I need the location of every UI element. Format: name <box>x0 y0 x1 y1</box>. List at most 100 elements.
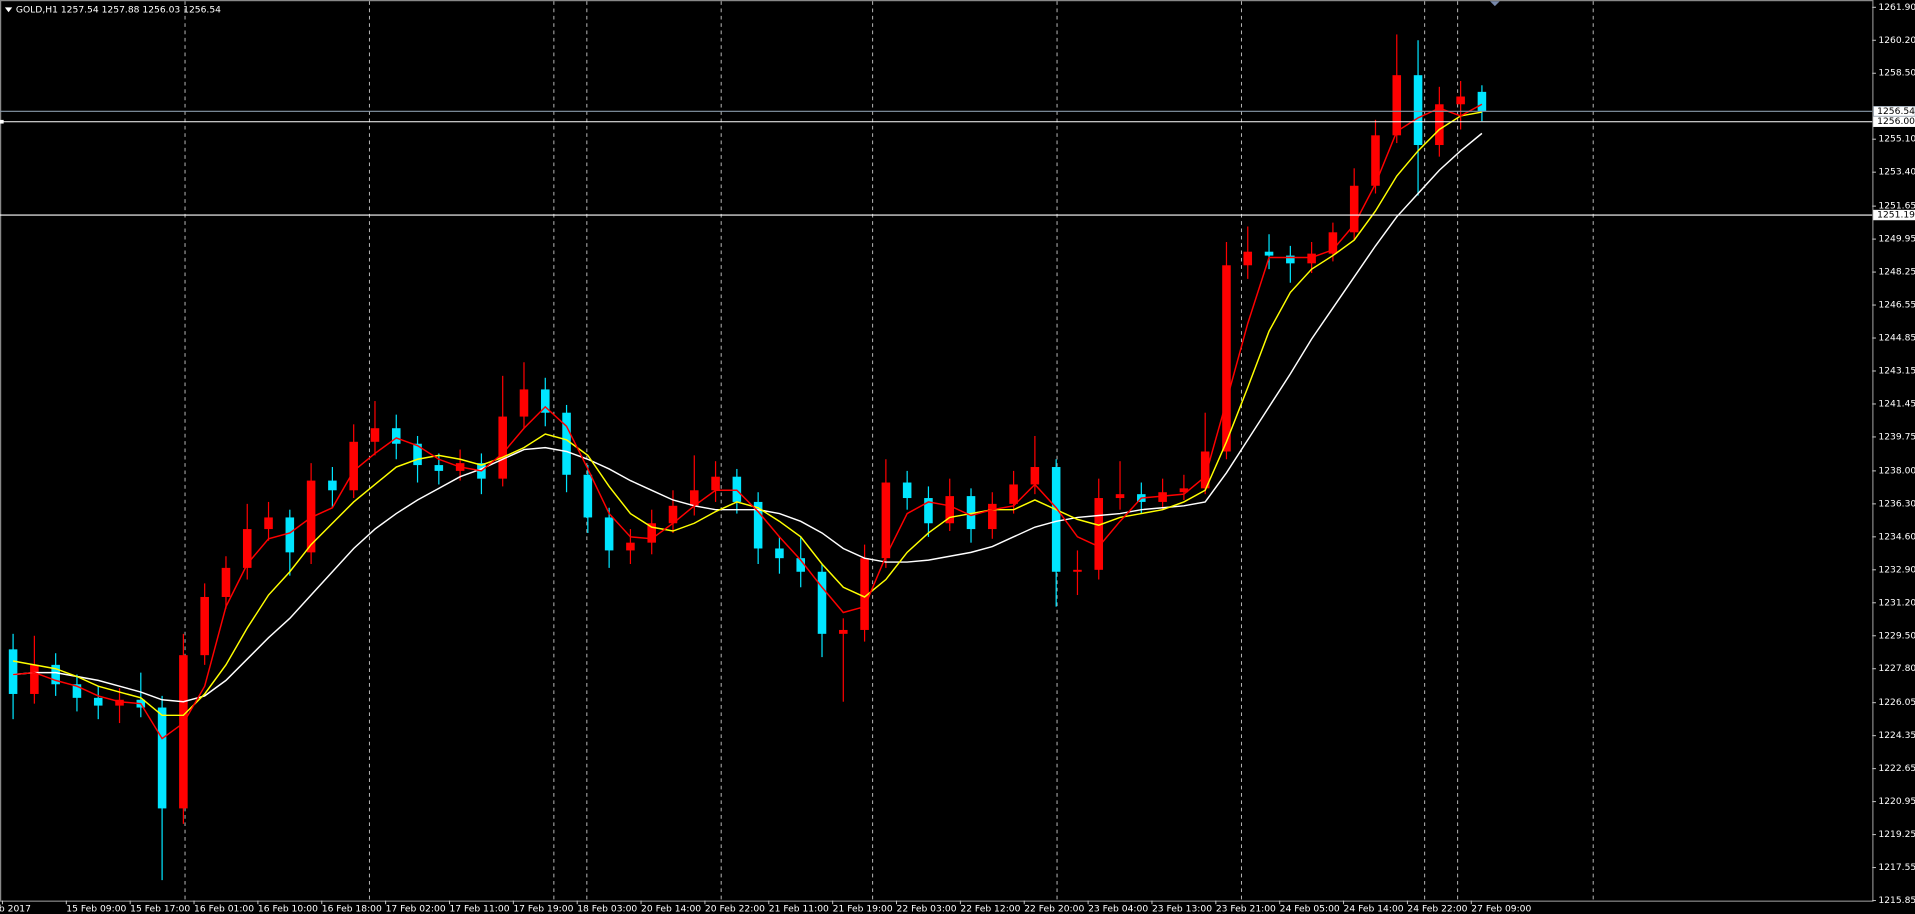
candle-body <box>626 542 635 551</box>
x-tick-label: 16 Feb 18:00 <box>322 904 382 914</box>
x-tick-label: 22 Feb 20:00 <box>1024 904 1084 914</box>
candle-body <box>51 664 60 685</box>
candle-body <box>8 649 18 694</box>
candle-body <box>1158 492 1167 502</box>
x-tick-label: 15 Feb 2017 <box>0 904 31 914</box>
candle-body <box>1222 265 1231 452</box>
x-tick-label: 23 Feb 13:00 <box>1152 904 1212 914</box>
y-tick-label: 1253.40 <box>1878 167 1915 178</box>
candle-body <box>1094 498 1104 570</box>
candle-body <box>328 480 337 491</box>
y-tick-label: 1244.85 <box>1878 333 1915 344</box>
candle-body <box>1328 232 1338 254</box>
x-tick-label: 16 Feb 10:00 <box>258 904 318 914</box>
y-tick-label: 1258.50 <box>1878 68 1915 79</box>
x-tick-label: 22 Feb 03:00 <box>897 904 957 914</box>
candle-body <box>604 517 614 551</box>
x-tick-label: 15 Feb 17:00 <box>130 904 190 914</box>
x-tick-label: 24 Feb 05:00 <box>1280 904 1340 914</box>
candle-body <box>1371 135 1380 186</box>
y-tick-label: 1260.20 <box>1878 35 1915 46</box>
candle-body <box>179 655 188 809</box>
price-label-box <box>1873 209 1915 221</box>
y-tick-label: 1226.05 <box>1878 697 1915 708</box>
candle-body <box>1009 484 1018 504</box>
candle-body <box>732 476 742 502</box>
candle-body <box>1051 467 1061 572</box>
candle-body <box>1413 75 1423 146</box>
candle-body <box>668 505 678 524</box>
y-tick-label: 1234.60 <box>1878 531 1915 542</box>
x-tick-label: 20 Feb 22:00 <box>705 904 765 914</box>
y-tick-label: 1241.45 <box>1878 398 1915 409</box>
candle-body <box>690 490 699 506</box>
x-tick-label: 24 Feb 22:00 <box>1407 904 1467 914</box>
candle-body <box>434 465 444 471</box>
candle-body <box>1264 251 1274 256</box>
y-tick-label: 1219.25 <box>1878 829 1915 840</box>
moving-average <box>13 103 1483 740</box>
candle-body <box>370 428 380 442</box>
candle-body <box>413 443 422 466</box>
y-tick-label: 1239.75 <box>1878 431 1915 442</box>
candle-body <box>519 389 529 417</box>
candle-body <box>1392 75 1402 136</box>
candle-body <box>221 567 231 597</box>
plot-frame <box>0 0 1874 902</box>
y-tick-label: 1222.65 <box>1878 763 1915 774</box>
candle-body <box>1200 451 1210 489</box>
candle-body <box>200 596 209 656</box>
candle-body <box>391 428 401 444</box>
y-tick-label: 1248.25 <box>1878 267 1915 278</box>
x-tick-label: 21 Feb 11:00 <box>769 904 829 914</box>
candle-body <box>1456 96 1465 105</box>
candle-body <box>945 496 955 524</box>
candle-body <box>1286 255 1295 264</box>
x-tick-label: 20 Feb 14:00 <box>641 904 701 914</box>
candle-body <box>860 558 869 630</box>
candle-body <box>115 699 124 706</box>
x-tick-label: 16 Feb 01:00 <box>194 904 254 914</box>
y-tick-label: 1243.15 <box>1878 365 1915 376</box>
candle-body <box>72 684 82 698</box>
y-tick-label: 1246.55 <box>1878 300 1915 311</box>
y-tick-label: 1224.35 <box>1878 730 1915 741</box>
menu-arrow[interactable] <box>4 7 13 13</box>
x-tick-label: 18 Feb 03:00 <box>577 904 637 914</box>
candle-body <box>1435 104 1444 146</box>
candle-body <box>839 629 848 634</box>
candle-body <box>1243 251 1253 266</box>
x-tick-label: 21 Feb 19:00 <box>833 904 893 914</box>
chart-title: GOLD,H1 1257.54 1257.88 1256.03 1256.54 <box>16 4 221 15</box>
candle-body <box>817 571 827 634</box>
y-tick-label: 1229.50 <box>1878 630 1915 641</box>
x-tick-label: 17 Feb 02:00 <box>386 904 446 914</box>
moving-average <box>12 111 1483 717</box>
price-label-box <box>1873 106 1915 117</box>
price-label: 1251.19 <box>1877 210 1915 221</box>
candle-body <box>1307 253 1316 264</box>
candle-body <box>796 558 805 572</box>
candle-body <box>157 707 167 809</box>
candle-body <box>711 476 720 491</box>
candle-body <box>242 529 252 568</box>
candle-body <box>902 482 912 499</box>
shift-marker[interactable] <box>1489 1 1500 7</box>
candle-body <box>30 664 39 694</box>
y-tick-label: 1215.85 <box>1878 895 1915 906</box>
candle-body <box>583 474 593 518</box>
candle-body <box>1115 494 1125 499</box>
candle-body <box>562 412 571 475</box>
y-tick-label: 1231.20 <box>1878 597 1915 608</box>
candle-body <box>647 523 656 543</box>
candle-body <box>1477 91 1487 112</box>
candle-body <box>285 517 295 553</box>
line-handle <box>0 119 4 124</box>
y-tick-label: 1251.65 <box>1878 201 1915 212</box>
candle-body <box>1349 185 1359 233</box>
x-tick-label: 23 Feb 21:00 <box>1216 904 1276 914</box>
candle-body <box>775 548 784 559</box>
candle-body <box>1073 569 1082 572</box>
